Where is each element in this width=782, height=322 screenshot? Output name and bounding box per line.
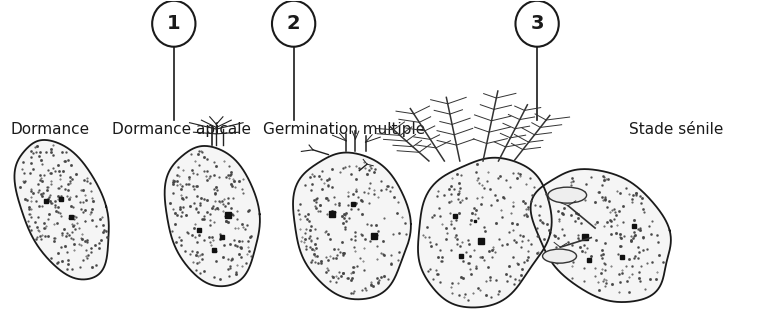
Text: Dormance: Dormance	[11, 122, 90, 137]
Text: Germination multiple: Germination multiple	[263, 122, 425, 137]
Circle shape	[548, 187, 586, 203]
Text: 2: 2	[287, 14, 300, 33]
Text: Dormance apicale: Dormance apicale	[112, 122, 251, 137]
Polygon shape	[14, 140, 109, 279]
Ellipse shape	[515, 1, 559, 47]
Polygon shape	[531, 169, 671, 302]
Circle shape	[543, 249, 576, 263]
Polygon shape	[165, 146, 260, 286]
Polygon shape	[293, 153, 411, 299]
Text: 3: 3	[530, 14, 543, 33]
Text: Stade sénile: Stade sénile	[629, 122, 723, 137]
Text: 1: 1	[167, 14, 181, 33]
Polygon shape	[418, 158, 552, 308]
Ellipse shape	[152, 1, 196, 47]
Ellipse shape	[272, 1, 315, 47]
